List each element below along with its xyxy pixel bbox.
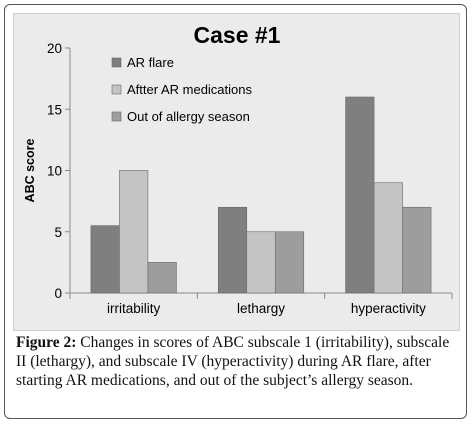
legend-swatch xyxy=(111,57,122,68)
bar xyxy=(274,231,305,294)
caption-text: Changes in scores of ABC subscale 1 (irr… xyxy=(16,334,450,389)
y-tick-label: 20 xyxy=(47,41,62,56)
legend-entry: Aftter AR medications xyxy=(127,82,252,97)
caption-label: Figure 2: xyxy=(16,334,77,351)
x-tick-label: hyperactivity xyxy=(351,301,426,316)
bar xyxy=(345,96,375,294)
bar xyxy=(246,231,276,294)
figure-caption: Figure 2: Changes in scores of ABC subsc… xyxy=(16,333,456,390)
legend-swatch xyxy=(111,111,122,122)
chart-title: Case #1 xyxy=(194,22,281,48)
y-tick-label: 5 xyxy=(54,225,62,240)
y-tick-label: 10 xyxy=(47,164,62,179)
legend-swatch xyxy=(111,84,122,95)
bar xyxy=(90,225,120,294)
bar xyxy=(147,262,177,294)
y-axis-label: ABC score xyxy=(23,139,37,203)
legend-entry: Out of allergy season xyxy=(127,109,250,124)
bar xyxy=(373,182,403,294)
legend-entry: AR flare xyxy=(127,55,174,70)
bar xyxy=(217,206,248,294)
x-tick-label: irritability xyxy=(107,301,161,316)
y-tick-label: 0 xyxy=(54,286,62,301)
bar xyxy=(119,170,149,294)
y-tick-label: 15 xyxy=(47,102,62,117)
x-tick-label: lethargy xyxy=(237,301,285,316)
bar xyxy=(402,206,432,294)
bar-chart: Case #1 ABC score 0 5 10 15 20 irritability leth… xyxy=(23,22,453,316)
